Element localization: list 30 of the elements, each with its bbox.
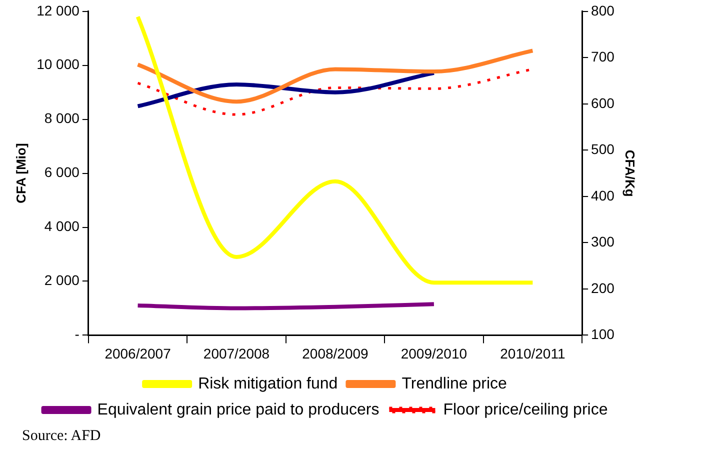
y-tick-label: 10 000 bbox=[36, 56, 80, 72]
line-series bbox=[136, 70, 436, 108]
line-series bbox=[136, 14, 535, 285]
y-tick-label: 8 000 bbox=[44, 110, 80, 126]
legend-label: Floor price/ceiling price bbox=[443, 401, 608, 418]
x-tick-label: 2006/2007 bbox=[104, 345, 172, 362]
source-note: Source: AFD bbox=[22, 428, 102, 445]
legend-label: Risk mitigation fund bbox=[198, 375, 338, 392]
x-tick-label: 2010/2011 bbox=[500, 345, 566, 362]
y-tick-label: 6 000 bbox=[44, 164, 80, 180]
y2-tick-label: 200 bbox=[591, 280, 615, 296]
x-tick-label: 2007/2008 bbox=[203, 345, 270, 362]
y2-tick-label: 300 bbox=[591, 234, 615, 250]
legend-label: Equivalent grain price paid to producers bbox=[97, 401, 380, 418]
y-tick-label: - bbox=[74, 326, 80, 342]
y2-tick-label: 600 bbox=[591, 94, 615, 111]
legend-label: Trendline price bbox=[402, 375, 508, 392]
x-tick-label: 2008/2009 bbox=[302, 345, 369, 362]
x-tick-label: 2009/2010 bbox=[400, 345, 468, 362]
y-tick-label: 4 000 bbox=[44, 218, 80, 234]
y2-tick-label: 800 bbox=[591, 2, 615, 18]
y2-tick-label: 100 bbox=[591, 326, 615, 342]
y2-tick-label: 700 bbox=[591, 48, 615, 65]
y2-tick-label: 400 bbox=[591, 187, 615, 204]
line-series bbox=[136, 48, 535, 104]
y-axis-title: CFA [Mio] bbox=[13, 143, 28, 204]
y-tick-label: 2 000 bbox=[44, 272, 80, 288]
y2-axis-title: CFA/Kg bbox=[622, 150, 638, 197]
y-tick-label: 12 000 bbox=[36, 2, 80, 18]
y2-tick-label: 500 bbox=[591, 141, 615, 158]
